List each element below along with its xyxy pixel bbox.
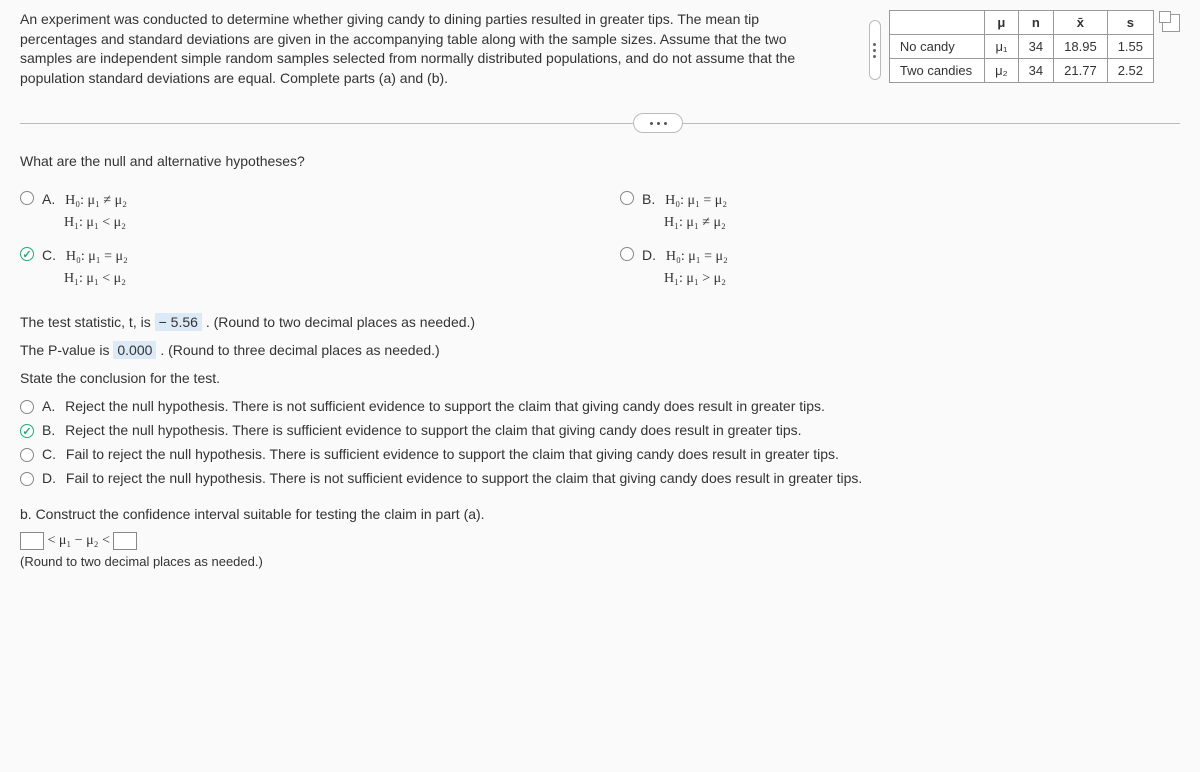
option-h1: H₁: μ₁ ≠ μ₂	[664, 215, 726, 230]
option-letter: C.	[42, 247, 56, 263]
option-letter: B.	[642, 191, 655, 207]
option-h0: H₀: μ₁ = μ₂	[666, 249, 728, 264]
part-b-prompt: b. Construct the confidence interval sui…	[20, 506, 1180, 522]
option-h1: H₁: μ₁ < μ₂	[64, 215, 126, 230]
p-value-line: The P-value is 0.000 . (Round to three d…	[20, 342, 1180, 358]
cell-mu: μ₁	[985, 35, 1019, 59]
cell-mu: μ₂	[985, 59, 1019, 83]
option-h1: H₁: μ₁ > μ₂	[664, 271, 726, 286]
cell-label: Two candies	[889, 59, 984, 83]
th-n: n	[1018, 11, 1053, 35]
cell-xbar: 18.95	[1054, 35, 1108, 59]
table-row: No candy μ₁ 34 18.95 1.55	[889, 35, 1153, 59]
hypotheses-options: A. H₀: μ₁ ≠ μ₂ H₁: μ₁ < μ₂ B. H₀: μ₁ = μ…	[20, 189, 1180, 289]
option-letter: A.	[42, 191, 55, 207]
radio-conclusion-b[interactable]	[20, 424, 34, 438]
expand-handle[interactable]	[869, 20, 881, 80]
conclusion-prompt: State the conclusion for the test.	[20, 370, 1180, 386]
option-letter: C.	[42, 446, 56, 462]
option-letter: D.	[42, 470, 56, 486]
cell-n: 34	[1018, 59, 1053, 83]
option-letter: A.	[42, 398, 55, 414]
ci-lower-input[interactable]	[20, 532, 44, 550]
th-mu: μ	[985, 11, 1019, 35]
stat-prefix: The test statistic, t, is	[20, 314, 155, 330]
cell-xbar: 21.77	[1054, 59, 1108, 83]
conclusion-text: Reject the null hypothesis. There is not…	[65, 398, 825, 414]
divider	[20, 123, 1180, 124]
cell-n: 34	[1018, 35, 1053, 59]
round-note: (Round to two decimal places as needed.)	[20, 554, 1180, 569]
conclusion-text: Fail to reject the null hypothesis. Ther…	[66, 470, 862, 486]
radio-option-d[interactable]	[620, 247, 634, 261]
radio-conclusion-a[interactable]	[20, 400, 34, 414]
conclusion-text: Fail to reject the null hypothesis. Ther…	[66, 446, 839, 462]
p-value[interactable]: 0.000	[113, 341, 156, 359]
option-letter: B.	[42, 422, 55, 438]
radio-option-c[interactable]	[20, 247, 34, 261]
th-blank	[889, 11, 984, 35]
cell-s: 1.55	[1107, 35, 1153, 59]
ci-upper-input[interactable]	[113, 532, 137, 550]
pval-suffix: . (Round to three decimal places as need…	[160, 342, 439, 358]
option-h0: H₀: μ₁ ≠ μ₂	[65, 193, 127, 208]
ci-middle: < μ₁ − μ₂ <	[48, 534, 114, 549]
test-statistic-value[interactable]: − 5.56	[155, 313, 202, 331]
conclusion-options: A. Reject the null hypothesis. There is …	[20, 398, 1180, 486]
th-s: s	[1107, 11, 1153, 35]
radio-conclusion-c[interactable]	[20, 448, 34, 462]
data-table: μ n x̄ s No candy μ₁ 34 18.95 1.55 Two c…	[889, 10, 1154, 83]
option-h0: H₀: μ₁ = μ₂	[66, 249, 128, 264]
problem-statement: An experiment was conducted to determine…	[20, 10, 839, 88]
table-row: Two candies μ₂ 34 21.77 2.52	[889, 59, 1153, 83]
copy-icon[interactable]	[1162, 14, 1180, 32]
conclusion-text: Reject the null hypothesis. There is suf…	[65, 422, 801, 438]
option-h1: H₁: μ₁ < μ₂	[64, 271, 126, 286]
test-statistic-line: The test statistic, t, is − 5.56 . (Roun…	[20, 314, 1180, 330]
more-button[interactable]	[633, 113, 683, 133]
option-h0: H₀: μ₁ = μ₂	[665, 193, 727, 208]
th-xbar: x̄	[1054, 11, 1108, 35]
stat-suffix: . (Round to two decimal places as needed…	[206, 314, 475, 330]
radio-option-a[interactable]	[20, 191, 34, 205]
hypotheses-question: What are the null and alternative hypoth…	[20, 153, 1180, 169]
pval-prefix: The P-value is	[20, 342, 113, 358]
cell-label: No candy	[889, 35, 984, 59]
cell-s: 2.52	[1107, 59, 1153, 83]
radio-conclusion-d[interactable]	[20, 472, 34, 486]
option-letter: D.	[642, 247, 656, 263]
radio-option-b[interactable]	[620, 191, 634, 205]
